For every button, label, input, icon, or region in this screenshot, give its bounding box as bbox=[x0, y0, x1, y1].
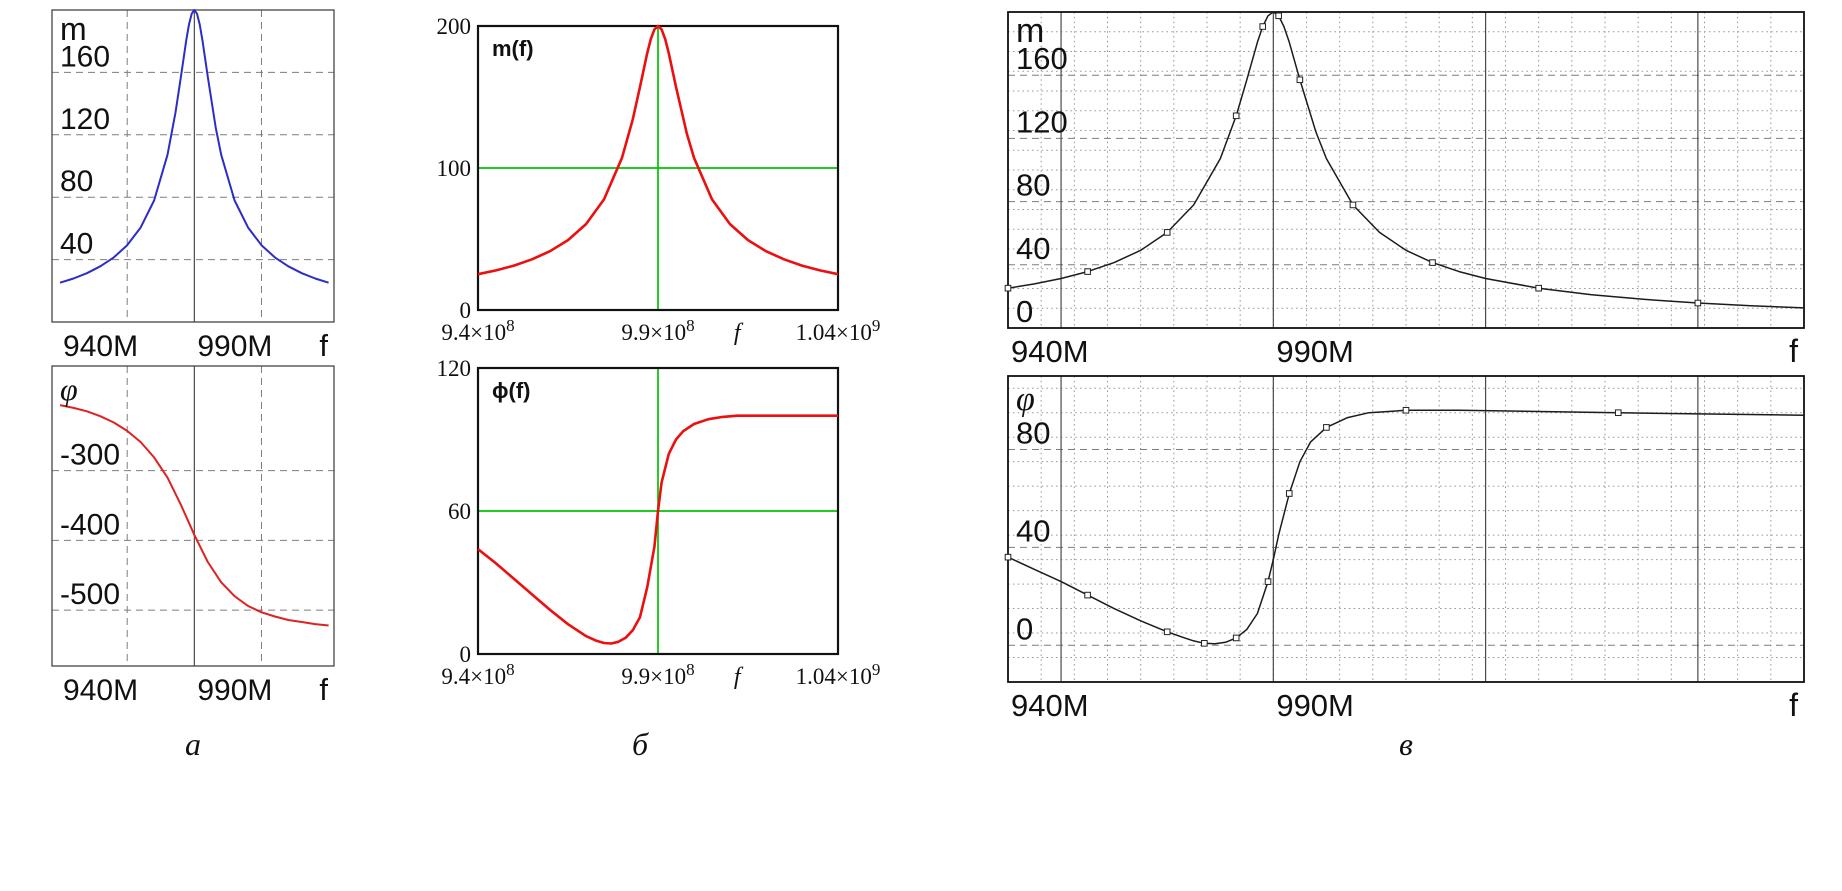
panel-caption-v: в bbox=[1399, 726, 1413, 762]
chart-b-phase: 120 60 0 9.4×108 9.9×108 1.04×109 f ϕ(f) bbox=[432, 356, 881, 704]
y-tick-label: 120 bbox=[60, 103, 110, 136]
chart-a-phase: -300 -400 -500 940M 990M f φ bbox=[51, 365, 335, 714]
data-point-marker bbox=[1259, 23, 1267, 30]
chart-a-magnitude-curve bbox=[59, 9, 329, 284]
data-point-marker bbox=[1084, 591, 1091, 599]
data-point-marker bbox=[1163, 628, 1171, 636]
chart-v-magnitude: 160 120 80 40 0 940M 990M f m bbox=[1004, 11, 1805, 372]
chart-v-phase: 80 40 0 940M 990M f φ bbox=[1004, 375, 1805, 726]
chart-b-magnitude-plot: 200 100 09.4×108 9.9×108 1.04×109 f m(f) bbox=[437, 14, 881, 346]
data-point-marker bbox=[1275, 12, 1282, 20]
chart-a-phase-plot: -300 -400 -500 940M 990M f φ bbox=[51, 365, 335, 707]
data-point-marker bbox=[1349, 201, 1357, 209]
data-point-marker bbox=[1232, 112, 1240, 120]
y-tick-label: 40 bbox=[1016, 513, 1050, 548]
plot-border bbox=[1007, 11, 1805, 329]
x-tick-label: 940M bbox=[63, 330, 138, 363]
y-tick-label: 160 bbox=[60, 40, 110, 73]
y-axis-label: φ bbox=[1016, 381, 1035, 418]
x-tick-label: 9.9×108 bbox=[621, 316, 694, 345]
y-tick-label: 120 bbox=[437, 356, 472, 381]
y-axis-label: m bbox=[60, 11, 87, 47]
y-tick-label: 60 bbox=[448, 499, 471, 524]
x-axis-label: f bbox=[734, 320, 744, 346]
y-tick-label: -400 bbox=[60, 508, 120, 541]
x-tick-label: 940M bbox=[1011, 688, 1089, 723]
data-point-marker bbox=[1323, 424, 1330, 431]
plot-border bbox=[51, 365, 335, 667]
x-tick-label: 990M bbox=[197, 674, 272, 707]
y-tick-label: 200 bbox=[437, 14, 472, 39]
y-tick-label: 0 bbox=[1016, 294, 1033, 329]
chart-b-phase-curve bbox=[477, 414, 838, 645]
chart-v-magnitude-curve bbox=[1007, 11, 1805, 309]
y-tick-label: -500 bbox=[60, 578, 120, 611]
y-tick-label: 120 bbox=[1016, 104, 1068, 139]
data-point-marker bbox=[1232, 634, 1240, 642]
plot-border bbox=[1007, 375, 1805, 683]
plot-border bbox=[476, 366, 840, 656]
y-tick-label: 80 bbox=[1016, 168, 1050, 203]
data-point-marker bbox=[1285, 490, 1293, 497]
chart-b-magnitude-curve bbox=[477, 24, 839, 276]
x-axis-label: f bbox=[319, 672, 328, 707]
x-tick-label: 940M bbox=[1011, 334, 1089, 369]
y-tick-label: 100 bbox=[437, 156, 472, 181]
panel-caption-b: б bbox=[631, 726, 649, 762]
data-point-marker bbox=[1004, 553, 1012, 561]
chart-b-magnitude: 200 100 0 9.4×108 9.9×108 1.04×109 f m(f) bbox=[432, 14, 881, 360]
x-axis-label: f bbox=[1789, 333, 1798, 369]
y-tick-label: 80 bbox=[60, 165, 93, 198]
data-point-marker bbox=[1201, 640, 1208, 647]
chart-b-phase-plot: 120 60 09.4×108 9.9×108 1.04×109 f ϕ(f) bbox=[437, 356, 881, 690]
data-point-marker bbox=[1004, 284, 1012, 292]
data-point-marker bbox=[1264, 578, 1272, 585]
y-tick-label: 40 bbox=[60, 228, 93, 261]
x-axis-label: f bbox=[319, 328, 328, 363]
data-point-marker bbox=[1694, 299, 1702, 307]
x-tick-label: 9.4×108 bbox=[441, 660, 514, 689]
x-tick-label: 9.9×108 bbox=[621, 660, 694, 689]
x-tick-label: 940M bbox=[63, 674, 138, 707]
chart-a-magnitude: 160 120 80 40 940M 990M f m bbox=[51, 9, 335, 370]
y-axis-label: φ bbox=[60, 371, 78, 407]
y-tick-label: 160 bbox=[1016, 41, 1068, 76]
data-point-marker bbox=[1535, 284, 1542, 292]
y-axis-label: m(f) bbox=[492, 36, 534, 61]
x-tick-label: 1.04×109 bbox=[796, 316, 881, 345]
data-point-marker bbox=[1429, 259, 1436, 266]
panel-caption-a: а bbox=[185, 726, 201, 762]
y-tick-label: 0 bbox=[460, 642, 472, 667]
y-tick-label: 0 bbox=[1016, 611, 1033, 646]
x-tick-label: 990M bbox=[1276, 334, 1354, 369]
plot-border bbox=[51, 9, 335, 323]
y-tick-label: 40 bbox=[1016, 231, 1050, 266]
data-point-marker bbox=[1614, 409, 1622, 417]
x-axis-label: f bbox=[1789, 687, 1798, 723]
x-tick-label: 990M bbox=[1276, 688, 1354, 723]
data-point-marker bbox=[1163, 229, 1171, 236]
x-tick-label: 990M bbox=[197, 330, 272, 363]
y-tick-label: 80 bbox=[1016, 415, 1050, 450]
x-tick-label: 9.4×108 bbox=[441, 316, 514, 345]
x-axis-label: f bbox=[734, 664, 744, 690]
y-axis-label: ϕ(f) bbox=[492, 378, 530, 403]
y-axis-label: m bbox=[1016, 12, 1044, 50]
data-point-marker bbox=[1402, 406, 1410, 414]
chart-a-phase-curve bbox=[59, 404, 329, 627]
chart-v-magnitude-plot: 160 120 80 40 0 940M 990M f m bbox=[1004, 11, 1805, 369]
chart-v-phase-plot: 80 40 0 940M 990M f φ bbox=[1004, 375, 1805, 723]
y-tick-label: -300 bbox=[60, 439, 120, 472]
data-point-marker bbox=[1296, 76, 1304, 84]
y-tick-label: 0 bbox=[460, 298, 472, 323]
data-point-marker bbox=[1084, 268, 1091, 275]
x-tick-label: 1.04×109 bbox=[796, 660, 881, 689]
chart-a-magnitude-plot: 160 120 80 40 940M 990M f m bbox=[51, 9, 335, 363]
chart-v-phase-curve bbox=[1007, 409, 1805, 645]
